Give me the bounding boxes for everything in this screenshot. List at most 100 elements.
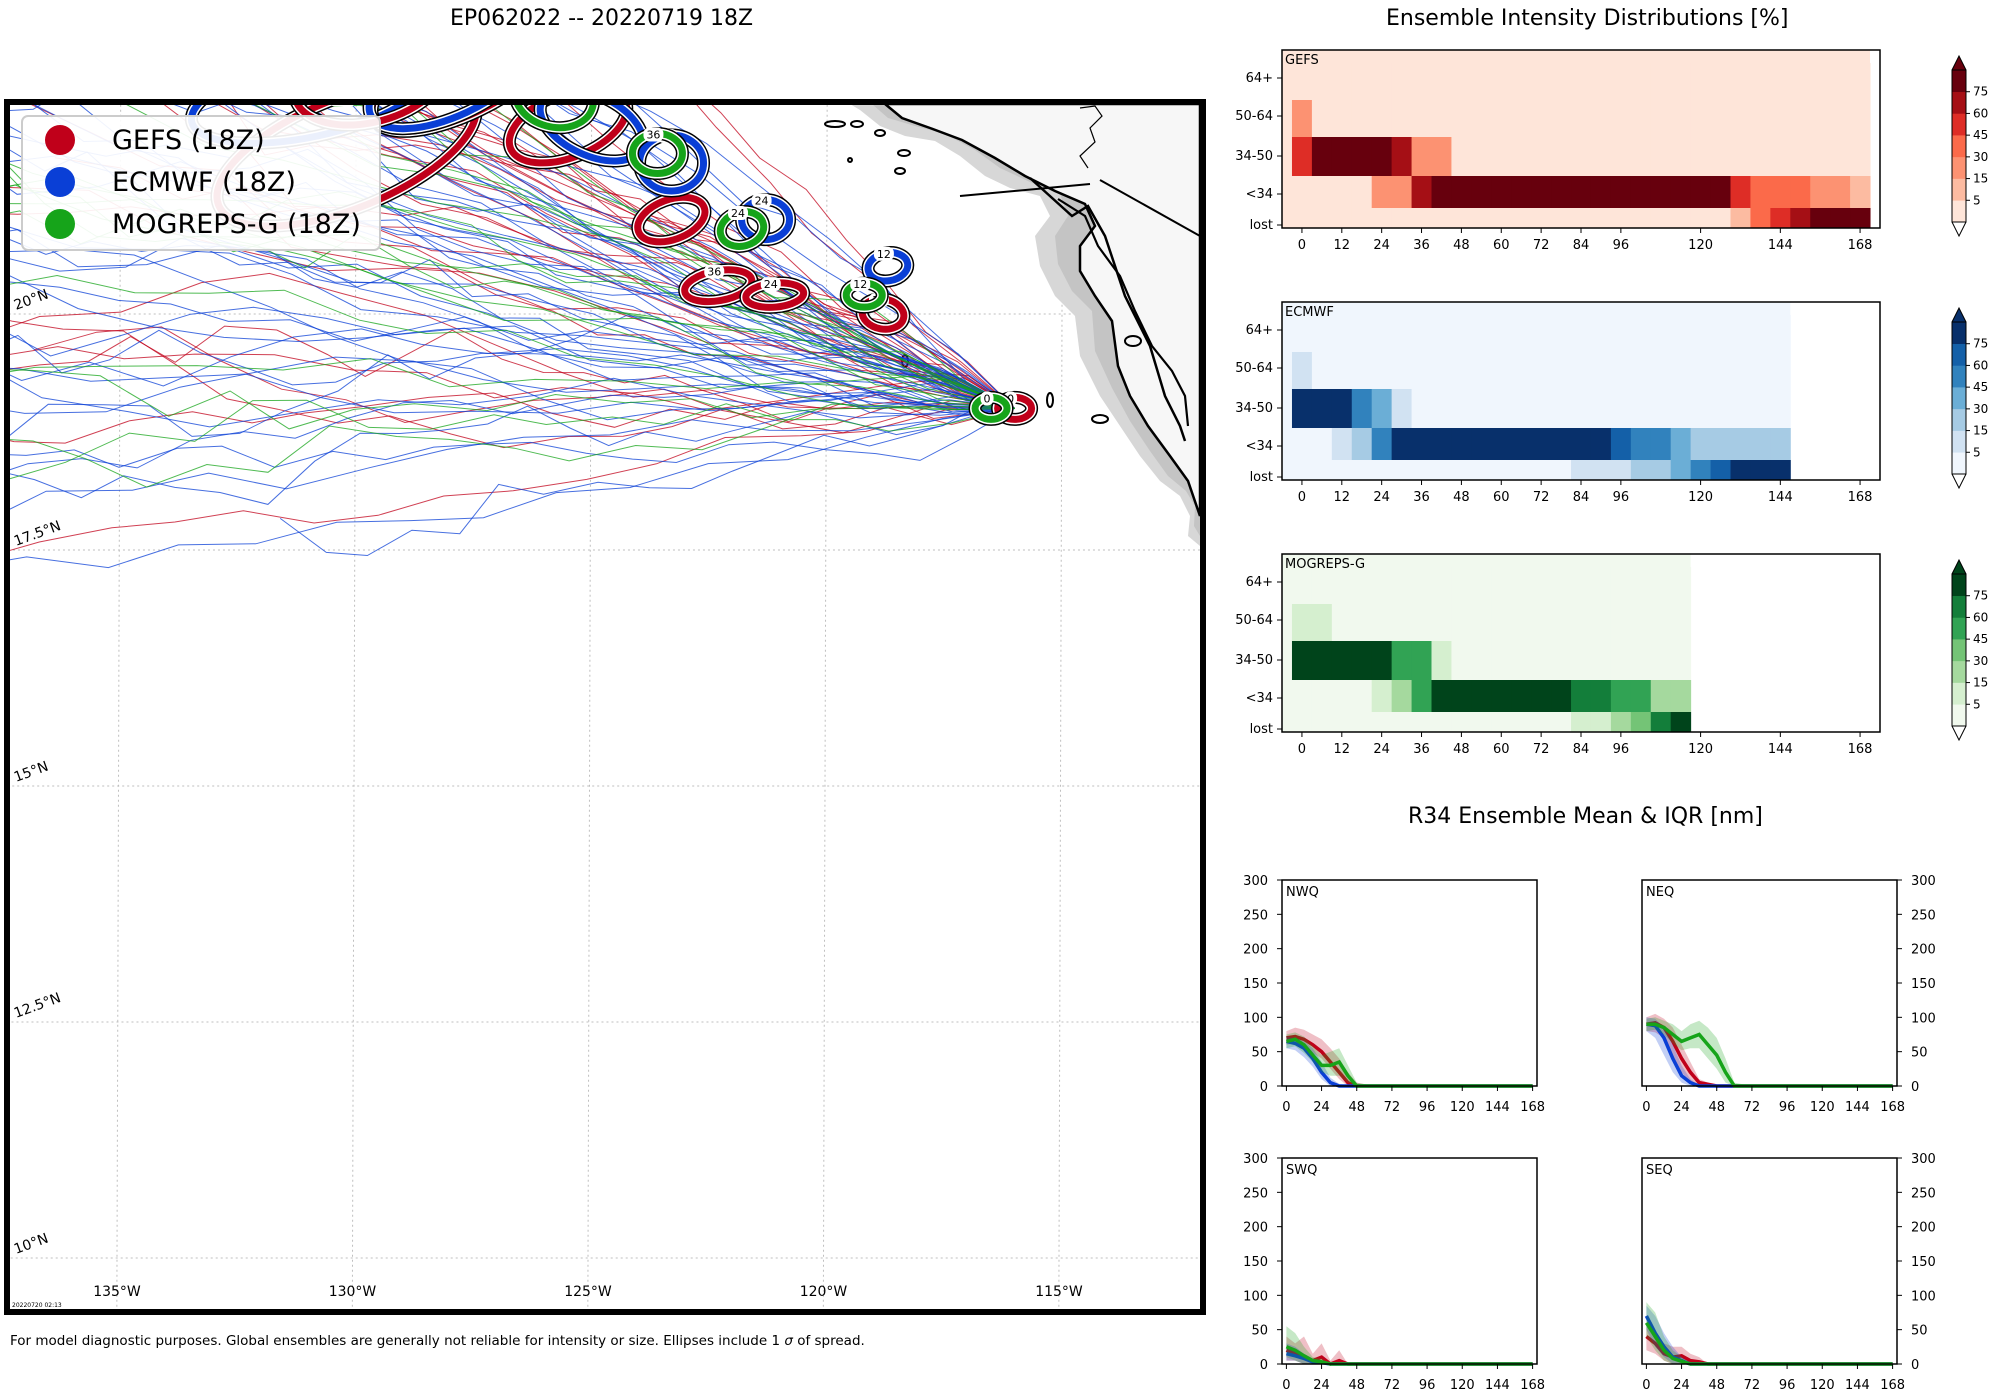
r34-title: R34 Ensemble Mean & IQR [nm] — [1408, 804, 1763, 829]
colorbar-top-arrow — [1951, 558, 1967, 575]
heatmap-cell — [1351, 352, 1373, 389]
heatmap-row-label: 64+ — [1246, 323, 1273, 338]
legend-marker — [45, 125, 75, 155]
heatmap-row-label: 50-64 — [1235, 361, 1273, 376]
r34-neq-panel: NEQ 0 24 48 72 96 120 144 168 0 50 100 150 200 250 300 — [1641, 874, 1936, 1115]
heatmap-row-label: <34 — [1246, 439, 1273, 454]
heatmap-cell — [1650, 389, 1672, 428]
colorbar-segment — [1952, 682, 1966, 705]
heatmap-cell — [1291, 460, 1313, 480]
r34-x-tick: 144 — [1845, 1378, 1870, 1393]
r34-x-tick: 144 — [1485, 1378, 1510, 1393]
heatmap-cell — [1571, 63, 1592, 100]
heatmap-cell — [1411, 352, 1432, 389]
r34-x-tick: 0 — [1642, 1100, 1650, 1115]
heatmap-cell — [1291, 428, 1313, 460]
heatmap-cell — [1551, 460, 1572, 480]
colorbar-frame — [1951, 69, 1967, 223]
heatmap-cell — [1650, 352, 1672, 389]
heatmap-cell — [1730, 389, 1751, 428]
heatmap-x-tick: 144 — [1768, 742, 1793, 757]
heatmap-x-tick: 84 — [1573, 238, 1590, 253]
heatmap-cell — [1531, 389, 1552, 428]
r34-nwq-panel: NWQ 0 24 48 72 96 120 144 168 0 50 100 150 200 250 300 — [1243, 874, 1545, 1115]
heatmap-x-tick: 24 — [1373, 238, 1390, 253]
heatmap-cell — [1531, 641, 1552, 680]
heatmap-cell — [1331, 63, 1353, 100]
r34-y-tick: 150 — [1243, 977, 1268, 992]
colorbar-tick: 75 — [1973, 85, 1988, 99]
heatmap-cell — [1331, 208, 1353, 228]
heatmap-cell — [1411, 680, 1432, 712]
r34-y-tick: 0 — [1260, 1080, 1268, 1095]
heatmap-cell — [1511, 680, 1532, 712]
longitude-labels: 135°W 130°W 125°W 120°W 115°W — [93, 1284, 1083, 1300]
heatmap-cell — [1511, 137, 1532, 176]
r34-x-tick: 48 — [1708, 1100, 1725, 1115]
r34-x-tick: 96 — [1419, 1100, 1436, 1115]
colorbar-frame — [1951, 321, 1967, 475]
heatmap-cell — [1650, 641, 1672, 680]
heatmap-cell — [1750, 315, 1771, 352]
heatmap-cell — [1571, 137, 1592, 176]
r34-x-tick: 72 — [1384, 1378, 1401, 1393]
colorbar-tick: 5 — [1973, 193, 1981, 207]
heatmap-cell — [1311, 208, 1333, 228]
heatmap-row-label: <34 — [1246, 691, 1273, 706]
heatmap-cell — [1411, 567, 1432, 604]
heatmap-cell — [1590, 315, 1612, 352]
ellipse-label-bg — [850, 277, 871, 292]
heatmap-x-tick: 48 — [1453, 238, 1470, 253]
heatmap-x-tick: 12 — [1334, 490, 1351, 505]
heatmap-cell — [1471, 641, 1492, 680]
heatmap-cell — [1451, 567, 1472, 604]
heatmap-cell — [1511, 208, 1532, 228]
heatmap-cell — [1451, 712, 1472, 732]
r34-y-tick: 300 — [1243, 1152, 1268, 1167]
track-map: 12096727248484836362436242412121200 135°… — [4, 99, 1206, 1315]
heatmap-cell — [1371, 352, 1393, 389]
heatmap-cell — [1730, 352, 1751, 389]
colorbar-segment — [1952, 178, 1966, 201]
heatmap-cell — [1730, 460, 1751, 480]
heatmap-cell — [1311, 641, 1333, 680]
lon-label: 125°W — [564, 1284, 612, 1300]
heatmap-cell — [1730, 137, 1751, 176]
heatmap-cell — [1610, 352, 1632, 389]
heatmap-cell — [1331, 389, 1353, 428]
r34-y-tick: 250 — [1243, 908, 1268, 923]
heatmap-cell — [1710, 176, 1731, 208]
heatmap-x-tick: 96 — [1613, 742, 1630, 757]
heatmap-cell — [1391, 63, 1413, 100]
heatmap-cell — [1750, 63, 1771, 100]
heatmap-cell — [1630, 680, 1652, 712]
heatmap-cell — [1471, 389, 1492, 428]
r34-plot-bg — [1282, 880, 1537, 1086]
colorbar-tick: 75 — [1973, 589, 1988, 603]
r34-x-tick: 120 — [1810, 1378, 1835, 1393]
r34-x-tick: 24 — [1673, 1100, 1690, 1115]
heatmap-row-label: <34 — [1246, 187, 1273, 202]
heatmap-row-label: 34-50 — [1235, 401, 1273, 416]
heatmap-cell — [1630, 208, 1652, 228]
heatmap-cell — [1531, 100, 1552, 137]
heatmap-x-tick: 144 — [1768, 238, 1793, 253]
heatmap-cell — [1451, 176, 1472, 208]
heatmap-x-tick: 36 — [1413, 490, 1430, 505]
legend-label: GEFS (18Z) — [112, 125, 265, 156]
heatmap-cell — [1690, 100, 1712, 137]
heatmap-cell — [1311, 63, 1333, 100]
heatmap-cell — [1291, 680, 1313, 712]
heatmap-cell — [1650, 137, 1672, 176]
heatmap-cell — [1511, 604, 1532, 641]
heatmap-cell — [1511, 315, 1532, 352]
heatmap-cell — [1551, 680, 1572, 712]
heatmap-cell — [1810, 63, 1831, 100]
heatmap-cell — [1311, 460, 1333, 480]
heatmap-cell — [1610, 680, 1632, 712]
heatmap-cell — [1331, 352, 1353, 389]
colorbar-tick: 60 — [1973, 358, 1988, 372]
heatmap-cell — [1710, 137, 1731, 176]
colorbar-segment — [1952, 660, 1966, 683]
